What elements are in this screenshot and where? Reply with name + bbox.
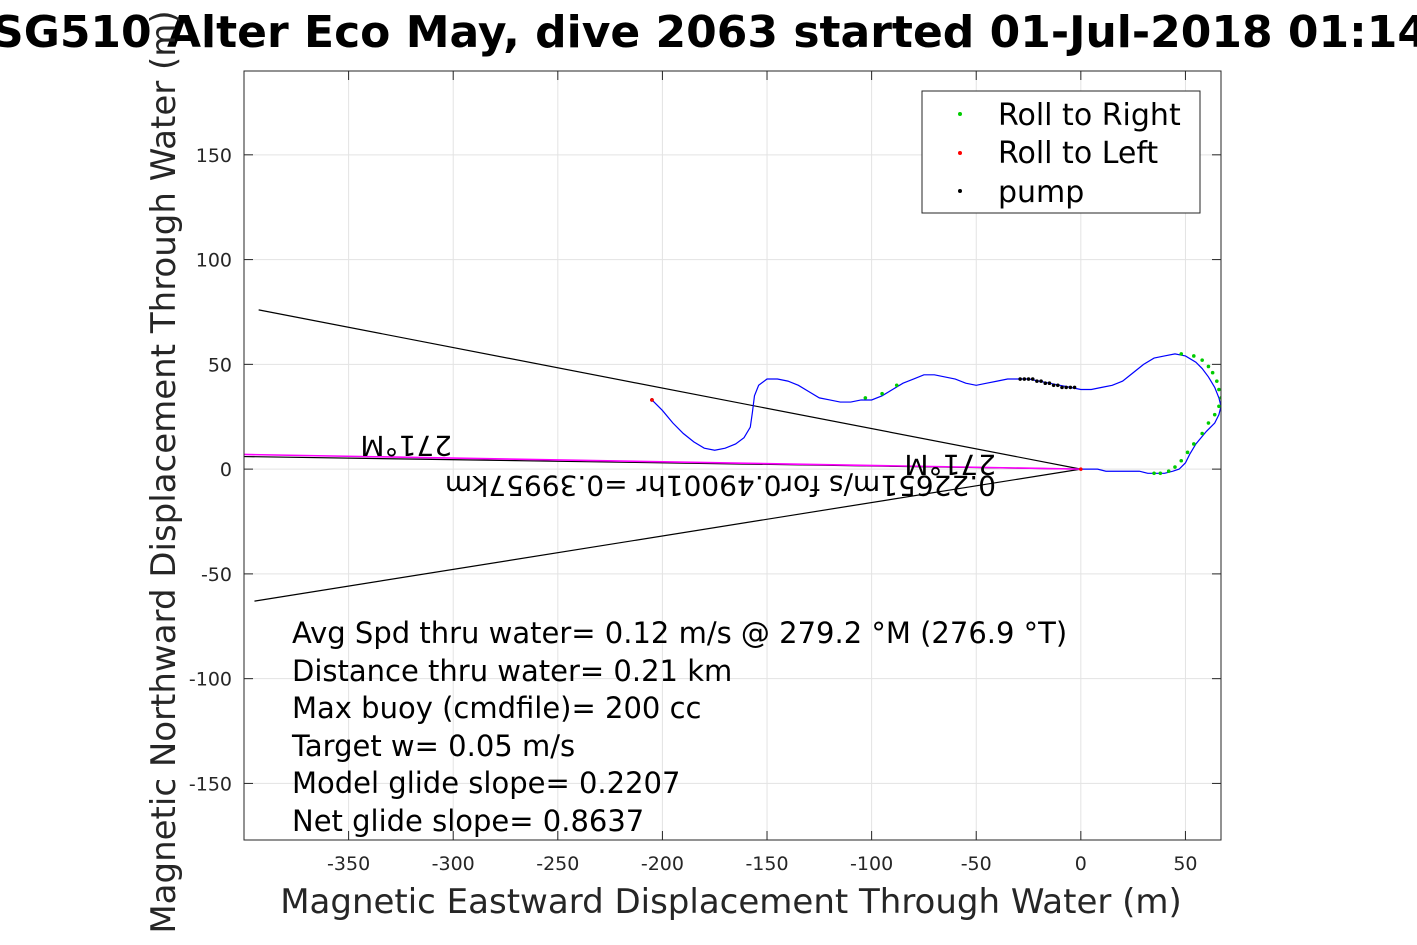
pump-point <box>1026 377 1031 381</box>
roll-right-point <box>1185 450 1190 455</box>
roll-right-point <box>1200 358 1204 362</box>
pump-point <box>1068 385 1073 390</box>
y-tick-label: -150 <box>189 773 232 795</box>
roll-right-point <box>1173 465 1177 469</box>
upper-wedge-line <box>258 309 1081 470</box>
y-tick-label: 50 <box>208 354 232 376</box>
x-axis-label: Magnetic Eastward Displacement Through W… <box>280 882 1182 922</box>
plot-data <box>244 309 1221 602</box>
legend-marker-pump <box>958 189 962 193</box>
axis-ticks: -350 -300 -250 -200 -150 -100 -50 0 50 150 100 50 0 -… <box>189 71 1221 875</box>
pump-point <box>1072 385 1077 390</box>
x-tick-label: 50 <box>1173 853 1197 875</box>
roll-right-point <box>863 396 868 400</box>
pump-point <box>1051 383 1056 388</box>
y-tick-label: 150 <box>196 145 232 167</box>
y-tick-label: -50 <box>201 564 232 586</box>
annotation-avg-speed: Avg Spd thru water= 0.12 m/s @ 279.2 °M … <box>292 616 1067 650</box>
pump-point <box>1060 385 1064 390</box>
x-tick-label: -100 <box>850 853 893 875</box>
legend-marker-roll-left <box>958 151 962 155</box>
pump-point <box>1039 379 1043 383</box>
roll-right-point <box>1215 379 1219 383</box>
pump-point <box>1035 379 1039 383</box>
pump-point <box>1056 383 1060 388</box>
mean-heading-line <box>244 453 1081 470</box>
y-tick-label: 100 <box>196 250 232 272</box>
y-tick-label: 0 <box>220 459 232 481</box>
y-tick-label: -100 <box>189 669 232 691</box>
marker-points <box>650 352 1221 476</box>
roll-right-point <box>1158 471 1163 476</box>
pump-point <box>1047 381 1052 386</box>
legend: Roll to Right Roll to Left pump <box>921 90 1201 214</box>
annotation-target-w: Target w= 0.05 m/s <box>291 729 575 763</box>
x-tick-label: -200 <box>641 853 684 875</box>
roll-right-point <box>1212 412 1217 417</box>
pump-point <box>1064 385 1068 390</box>
annotation-model-glide-slope: Model glide slope= 0.2207 <box>292 766 680 800</box>
roll-right-point <box>1206 364 1211 369</box>
roll-right-point <box>1217 387 1221 392</box>
annotation-distance: Distance thru water= 0.21 km <box>292 654 732 688</box>
roll-left-point <box>1079 467 1083 471</box>
roll-right-point <box>1206 421 1211 425</box>
x-tick-label: -350 <box>327 853 370 875</box>
roll-right-point <box>1200 431 1204 436</box>
legend-entry-roll-right: Roll to Right <box>998 98 1181 133</box>
near-heading-label: 271°M <box>904 448 996 481</box>
far-heading-label: 271°M <box>360 429 452 462</box>
pump-point <box>1043 381 1048 386</box>
legend-box <box>921 90 1201 214</box>
pump-point <box>1022 377 1027 381</box>
roll-right-point <box>1192 354 1196 358</box>
roll-right-point <box>1217 404 1221 409</box>
legend-marker-roll-right <box>958 112 962 116</box>
stats-annotations: Avg Spd thru water= 0.12 m/s @ 279.2 °M … <box>291 616 1067 838</box>
roll-right-point <box>1152 471 1156 476</box>
x-tick-label: 0 <box>1075 853 1087 875</box>
chart-title: SG510 Alter Eco May, dive 2063 started 0… <box>0 7 1417 58</box>
annotation-net-glide-slope: Net glide slope= 0.8637 <box>292 804 644 838</box>
roll-right-point <box>1166 469 1171 474</box>
roll-right-point <box>1179 458 1184 463</box>
roll-right-point <box>880 391 884 396</box>
lower-wedge-line <box>254 468 1081 602</box>
dive-track-line <box>651 353 1221 474</box>
legend-entry-pump: pump <box>998 175 1084 210</box>
roll-right-point <box>894 383 899 388</box>
x-tick-label: -50 <box>961 853 992 875</box>
plot-frame <box>243 70 1222 841</box>
x-tick-label: -150 <box>745 853 788 875</box>
speed-summary-label: 0.22651m/s for0.49001hr =0.39957km <box>445 469 996 502</box>
pump-point <box>1018 377 1022 381</box>
y-axis-label: Magnetic Northward Displacement Through … <box>144 10 184 933</box>
pump-point <box>1030 377 1035 381</box>
roll-left-point <box>650 398 654 402</box>
x-tick-label: -250 <box>536 853 579 875</box>
roll-right-point <box>1210 370 1215 375</box>
x-tick-label: -300 <box>432 853 475 875</box>
annotation-max-buoy: Max buoy (cmdfile)= 200 cc <box>292 691 701 725</box>
roll-right-point <box>1192 442 1196 446</box>
roll-right-point <box>1179 352 1184 356</box>
legend-entry-roll-left: Roll to Left <box>998 136 1158 171</box>
